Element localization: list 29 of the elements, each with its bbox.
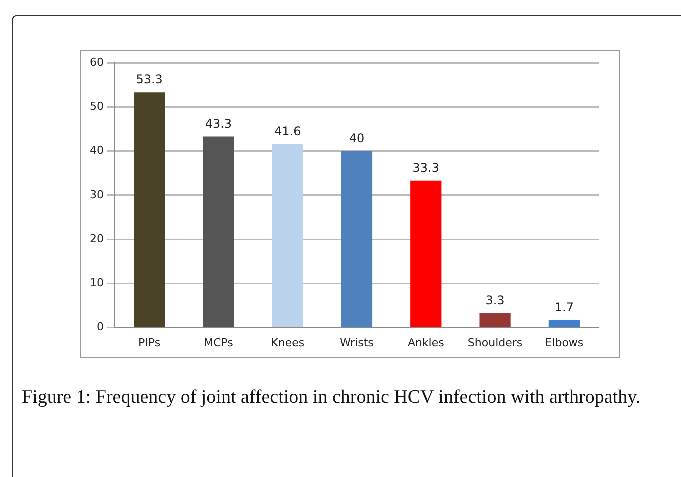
y-tick-label: 20 — [90, 232, 104, 246]
bar — [272, 144, 304, 328]
bar — [548, 320, 580, 328]
x-tick-label: Shoulders — [468, 336, 523, 350]
caption: Figure 1: Frequency of joint affection in chronic HCV infection with arthropathy. — [22, 386, 642, 410]
bar — [203, 136, 234, 328]
data-label: 43.3 — [205, 116, 232, 131]
data-label: 1.7 — [554, 300, 574, 314]
bar — [341, 151, 373, 328]
x-tick-label: PIPs — [138, 336, 161, 350]
y-tick-label: 60 — [90, 56, 104, 69]
y-tick-label: 50 — [90, 100, 104, 113]
x-tick-label: Knees — [271, 336, 305, 350]
bar — [480, 313, 511, 328]
data-label: 40 — [349, 131, 365, 146]
x-tick-label: Elbows — [545, 336, 584, 350]
bar — [134, 92, 166, 328]
x-tick-label: Wrists — [340, 336, 374, 350]
data-label: 3.3 — [486, 293, 505, 308]
data-label: 33.3 — [412, 160, 440, 175]
y-tick-label: 30 — [90, 188, 104, 202]
data-label: 41.6 — [274, 124, 302, 138]
x-tick-label: MCPs — [204, 336, 234, 350]
bar — [410, 180, 442, 328]
data-label: 53.3 — [136, 72, 163, 87]
x-tick-label: Ankles — [408, 336, 445, 350]
y-tick-label: 0 — [96, 320, 104, 334]
y-tick-label: 10 — [90, 276, 104, 290]
y-tick-label: 40 — [90, 144, 104, 158]
